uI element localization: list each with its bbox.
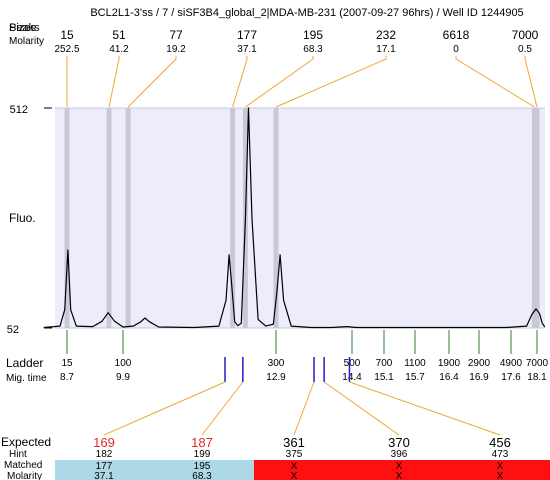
ladder-mig-time-2: 12.9 [266,372,286,383]
expected-size-3: 370 [388,435,410,450]
peak-molarity-1: 41.2 [109,44,129,55]
ladder-mig-time-8: 17.6 [501,372,521,383]
peak-connector-3 [232,56,248,108]
molarity-value-2: X [291,471,298,480]
plot-background [44,107,545,329]
expected-size-0: 169 [93,435,115,450]
matched-value-1: 195 [194,461,211,472]
peak-size-6: 6618 [443,28,470,42]
molarity-value-4: X [497,471,504,480]
expected-section: 16918217737.118719919568.3361375XX370396… [55,357,550,480]
expected-connector-0 [103,381,226,436]
ladder-mig-time-0: 8.7 [60,372,74,383]
expected-connector-4 [349,381,501,436]
matched-value-0: 177 [96,461,113,472]
expected-connector-2 [293,381,315,436]
matched-band [55,460,254,480]
top-header-values: 15 252.5 51 41.2 77 19.2 177 37.1 195 68.3 232 17.1… [54,28,539,108]
peak-size-5: 232 [376,28,396,42]
header-label-peaks: Peaks [9,22,40,34]
peak-connector-5 [275,56,387,108]
peak-size-2: 77 [169,28,183,42]
ladder-size-3: 500 [344,358,361,369]
ladder-mig-time-3: 14.4 [342,372,362,383]
trace-line [43,107,546,329]
peak-size-7: 7000 [512,28,539,42]
peak-molarity-3: 37.1 [237,44,257,55]
header-label-sizes: Sizes [9,22,36,34]
ladder-mig-time-9: 18.1 [527,372,547,383]
hint-value-0: 182 [96,449,113,460]
expected-size-2: 361 [283,435,305,450]
peak-marker-7 [534,108,540,328]
ladder-size-0: 15 [61,358,73,369]
peak-connector-1 [108,56,120,108]
peak-connector-7 [524,56,538,108]
expected-connector-1 [201,381,244,436]
ladder-size-2: 300 [268,358,285,369]
ladder-size-6: 1900 [438,358,461,369]
ladder-mig-time-1: 9.9 [116,372,130,383]
peak-size-0: 15 [60,28,74,42]
peak-molarity-4: 68.3 [303,44,323,55]
peak-molarity-6: 0 [453,44,459,55]
peak-connector-4 [245,56,314,108]
ladder-size-9: 7000 [526,358,549,369]
peak-marker-0 [64,108,70,328]
hint-value-4: 473 [492,449,509,460]
ladder-row: 15 8.7 100 9.9 300 12.9 500 14.4 700 15.1 1100 15.7… [60,330,549,383]
plot-band [55,108,545,328]
peak-marker-3 [230,108,236,328]
peak-marker-2 [125,108,131,328]
ladder-mig-time-4: 15.1 [374,372,394,383]
y-tick-bottom: 52 [7,324,19,336]
ladder-label: Ladder [6,356,43,370]
molarity-value-1: 68.3 [192,471,212,480]
peak-size-3: 177 [237,28,257,42]
ladder-size-1: 100 [115,358,132,369]
ladder-mig-time-6: 16.4 [439,372,459,383]
peak-molarity-5: 17.1 [376,44,396,55]
expected-size-4: 456 [489,435,511,450]
ladder-size-7: 2900 [468,358,491,369]
y-axis-title: Fluo. [9,211,36,225]
trace-layer [43,107,546,329]
matched-label: Matched [4,460,42,471]
ladder-size-8: 4900 [500,358,523,369]
ladder-size-5: 1100 [404,358,426,369]
ladder-mig-time-7: 16.9 [469,372,489,383]
molarity-value-0: 37.1 [94,471,114,480]
expected-molarity-label: Molarity [7,471,42,480]
missing-band [254,460,550,480]
header-label-molarity: Molarity [9,36,44,47]
matched-value-2: X [291,461,298,472]
hint-value-1: 199 [194,449,211,460]
ladder-size-4: 700 [376,358,393,369]
hint-value-3: 396 [391,449,408,460]
peak-marker-5 [273,108,279,328]
chart-title: BCL2L1-3'ss / 7 / siSF3B4_global_2|MDA-M… [90,7,523,19]
mig-time-label: Mig. time [6,373,47,384]
peak-size-4: 195 [303,28,323,42]
molarity-value-3: X [396,471,403,480]
expected-size-1: 187 [191,435,213,450]
peak-marker-1 [106,108,112,328]
peak-molarity-7: 0.5 [518,44,532,55]
expected-connector-3 [323,381,400,436]
expected-label: Expected [1,435,51,449]
hint-value-2: 375 [286,449,303,460]
hint-label: Hint [9,449,27,460]
peak-marker-6 [531,108,537,328]
ladder-mig-time-5: 15.7 [405,372,425,383]
y-tick-top: 512 [10,104,28,116]
matched-value-4: X [497,461,504,472]
peak-connector-6 [455,56,535,108]
peak-size-1: 51 [112,28,126,42]
peak-molarity-2: 19.2 [166,44,186,55]
peak-connector-2 [127,56,177,108]
peak-molarity-0: 252.5 [54,44,79,55]
matched-value-3: X [396,461,403,472]
